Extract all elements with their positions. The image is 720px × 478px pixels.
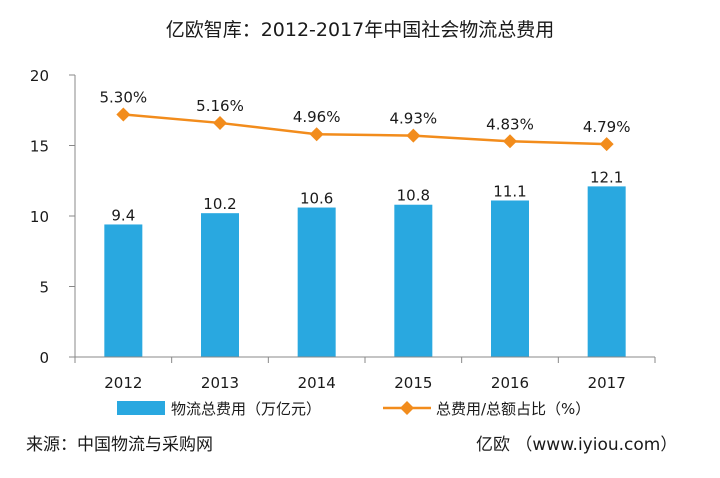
bar-series: 9.4 10.2 10.6 10.8 11.1 12.1 (104, 168, 626, 357)
legend-bar-label: 物流总费用（万亿元） (171, 400, 321, 418)
line-marker (309, 127, 324, 142)
line-data-label: 4.93% (390, 110, 438, 128)
line-path (123, 113, 607, 146)
line-data-label: 4.96% (293, 108, 341, 126)
y-tick-label: 5 (39, 279, 49, 297)
x-tick-label: 2013 (201, 374, 239, 392)
legend-line-marker (400, 401, 414, 415)
bar-data-label: 10.6 (300, 190, 333, 208)
bar-data-label: 11.1 (493, 182, 526, 200)
source-text: 来源：中国物流与采购网 (26, 435, 213, 455)
bar-data-label: 12.1 (590, 168, 623, 186)
legend-bar-swatch (117, 401, 165, 415)
y-tick-label: 20 (30, 67, 49, 85)
line-marker (116, 107, 131, 122)
line-data-label: 4.83% (486, 115, 534, 133)
credit-text: 亿欧 （www.iyiou.com） (476, 435, 677, 455)
bar (587, 186, 626, 357)
line-data-label: 5.16% (196, 97, 244, 115)
bar-data-label: 10.2 (203, 195, 236, 213)
legend: 物流总费用（万亿元） 总费用/总额占比（%） (117, 400, 590, 418)
y-tick-label: 0 (39, 349, 49, 367)
x-tick-label: 2012 (104, 374, 142, 392)
bar (394, 204, 433, 357)
line-marker (406, 128, 421, 143)
line-data-label: 4.79% (583, 118, 631, 136)
bar (491, 200, 529, 357)
x-axis: 2012 2013 2014 2015 2016 2017 (74, 356, 656, 392)
line-marker (599, 137, 614, 152)
bar (104, 224, 143, 357)
y-tick-label: 15 (30, 138, 49, 156)
line-marker (213, 115, 227, 130)
x-tick-label: 2015 (394, 374, 432, 392)
legend-line-label: 总费用/总额占比（%） (436, 400, 590, 418)
line-marker (503, 134, 517, 149)
bar-data-label: 10.8 (397, 187, 430, 205)
x-tick-label: 2016 (491, 374, 529, 392)
bar (297, 207, 336, 357)
line-data-label: 5.30% (100, 88, 148, 106)
bar-data-label: 9.4 (111, 206, 135, 224)
y-axis: 0 5 10 15 20 (30, 67, 76, 367)
bar (201, 213, 239, 357)
line-series: 5.30% 5.16% 4.96% 4.93% 4.83% 4.79% (100, 88, 631, 152)
y-tick-label: 10 (30, 208, 49, 226)
x-tick-label: 2014 (298, 374, 336, 392)
x-tick-label: 2017 (588, 374, 626, 392)
chart-title: 亿欧智库：2012-2017年中国社会物流总费用 (166, 19, 555, 41)
